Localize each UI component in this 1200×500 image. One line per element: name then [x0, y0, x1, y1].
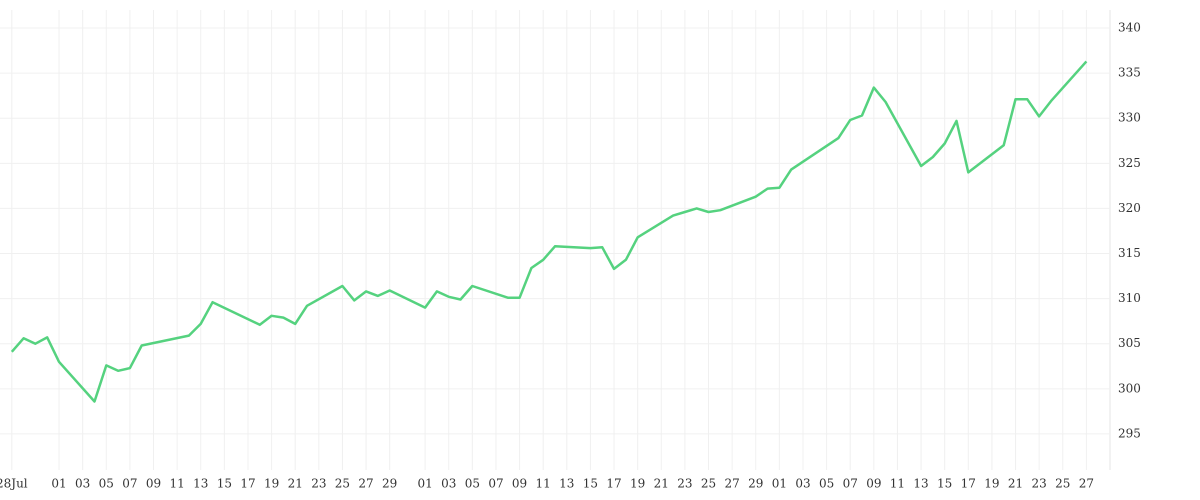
x-tick-label: 25	[701, 477, 716, 491]
y-tick-label: 305	[1118, 336, 1141, 350]
x-tick-label: 15	[937, 477, 952, 491]
x-tick-label: 13	[193, 477, 208, 491]
x-tick-label: 01	[417, 477, 432, 491]
x-tick-label: 01	[772, 477, 787, 491]
x-tick-label: 23	[677, 477, 692, 491]
x-tick-label: 01	[51, 477, 66, 491]
y-tick-label: 340	[1118, 21, 1141, 35]
x-tick-label: 19	[264, 477, 279, 491]
x-tick-label: 21	[654, 477, 669, 491]
x-tick-label: 25	[1055, 477, 1070, 491]
x-tick-label: 05	[99, 477, 114, 491]
x-tick-label: 21	[288, 477, 303, 491]
x-tick-label: 23	[311, 477, 326, 491]
x-tick-label: 11	[890, 477, 905, 491]
x-tick-label: 07	[488, 477, 503, 491]
x-tick-label: 21	[1008, 477, 1023, 491]
grid	[0, 10, 1110, 470]
x-tick-label: 03	[441, 477, 456, 491]
x-tick-label: 09	[866, 477, 881, 491]
x-tick-label: 17	[606, 477, 621, 491]
y-tick-label: 335	[1118, 66, 1141, 80]
x-tick-label: 27	[1079, 477, 1094, 491]
x-tick-label: 13	[559, 477, 574, 491]
x-tick-label: 19	[630, 477, 645, 491]
x-tick-label: 07	[122, 477, 137, 491]
x-tick-label: 19	[984, 477, 999, 491]
y-tick-label: 295	[1118, 426, 1141, 440]
x-tick-label: 23	[1032, 477, 1047, 491]
x-tick-label: 05	[819, 477, 834, 491]
y-tick-label: 315	[1118, 246, 1141, 260]
price-line	[10, 60, 1088, 403]
y-tick-label: 325	[1118, 156, 1141, 170]
y-tick-label: 300	[1118, 381, 1141, 395]
x-tick-label: 29	[382, 477, 397, 491]
x-tick-label: 11	[169, 477, 184, 491]
x-tick-label: 17	[961, 477, 976, 491]
x-tick-label: 29	[748, 477, 763, 491]
x-tick-label: 03	[795, 477, 810, 491]
x-tick-label: 13	[913, 477, 928, 491]
x-tick-label: 03	[75, 477, 90, 491]
x-tick-label: 11	[536, 477, 551, 491]
x-tick-label: 05	[465, 477, 480, 491]
x-tick-label: 27	[358, 477, 373, 491]
y-tick-label: 320	[1118, 201, 1141, 215]
x-tick-label: 15	[583, 477, 598, 491]
y-tick-label: 330	[1118, 111, 1141, 125]
x-tick-label: 25	[335, 477, 350, 491]
x-tick-label: 15	[217, 477, 232, 491]
x-tick-label: 27	[724, 477, 739, 491]
x-tick-label: 28Jul	[0, 477, 28, 491]
x-tick-label: 07	[843, 477, 858, 491]
x-tick-label: 09	[146, 477, 161, 491]
x-tick-label: 17	[240, 477, 255, 491]
y-tick-label: 310	[1118, 291, 1141, 305]
x-tick-label: 09	[512, 477, 527, 491]
